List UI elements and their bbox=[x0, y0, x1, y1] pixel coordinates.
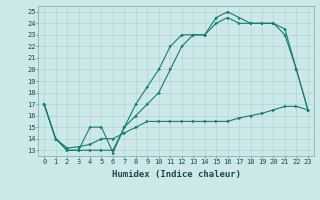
X-axis label: Humidex (Indice chaleur): Humidex (Indice chaleur) bbox=[111, 170, 241, 179]
